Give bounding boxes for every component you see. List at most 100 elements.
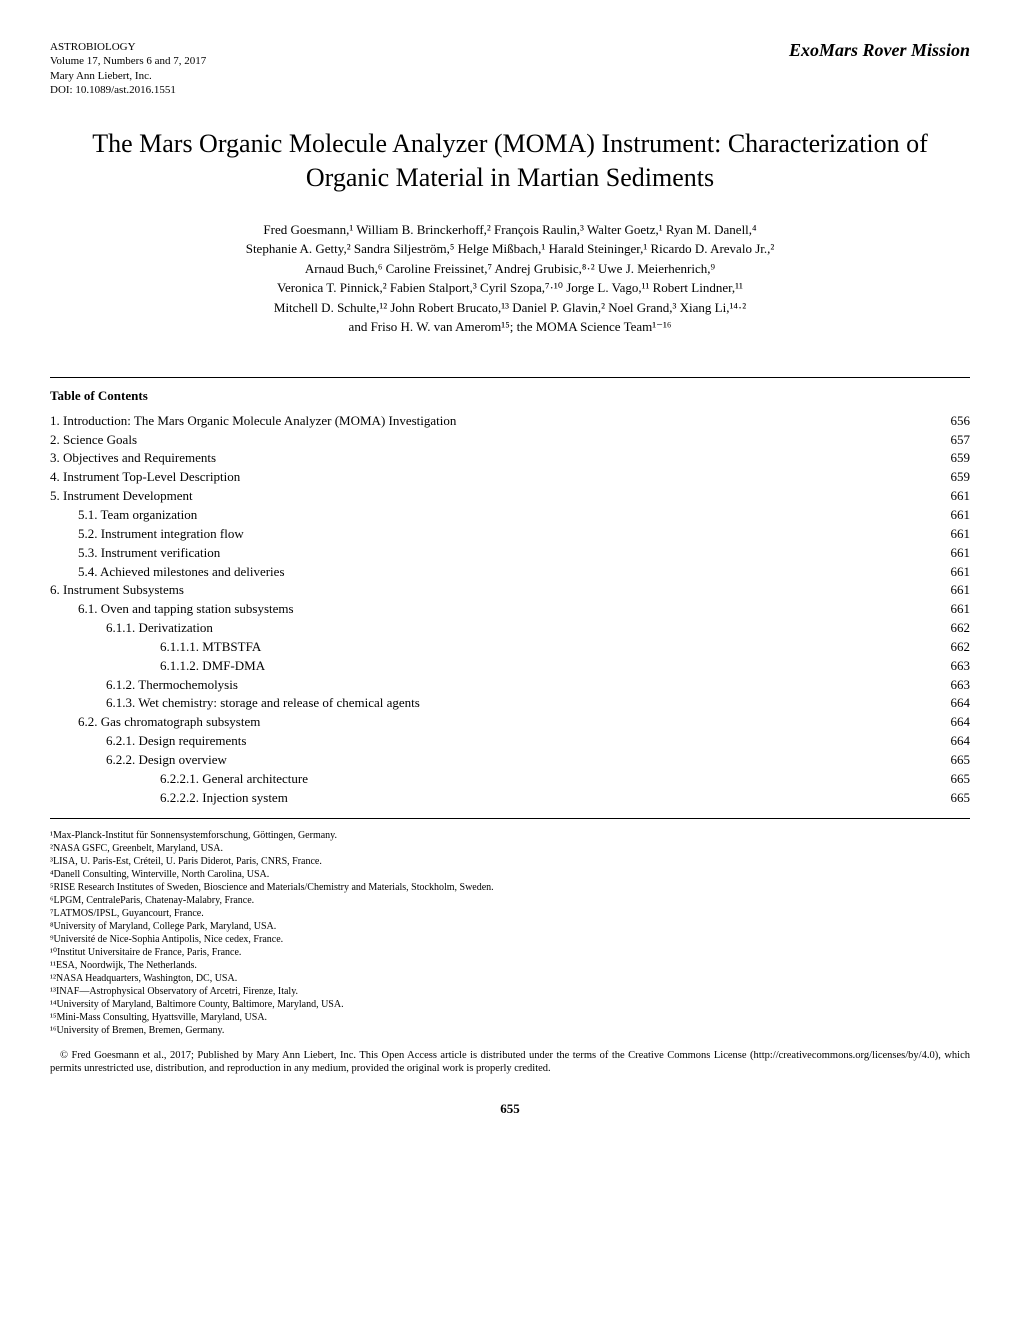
- toc-row: 5.3. Instrument verification661: [50, 544, 970, 563]
- toc-label: 4. Instrument Top-Level Description: [50, 468, 930, 487]
- toc-row: 5. Instrument Development661: [50, 487, 970, 506]
- toc-page: 664: [930, 732, 970, 751]
- authors-line: Veronica T. Pinnick,² Fabien Stalport,³ …: [50, 278, 970, 298]
- toc-row: 6.2. Gas chromatograph subsystem664: [50, 713, 970, 732]
- journal-name: ASTROBIOLOGY: [50, 40, 206, 54]
- toc-row: 3. Objectives and Requirements659: [50, 449, 970, 468]
- toc-row: 6.1.1.1. MTBSTFA662: [50, 638, 970, 657]
- toc-row: 6.1.3. Wet chemistry: storage and releas…: [50, 694, 970, 713]
- affiliation-line: ¹Max-Planck-Institut für Sonnensystemfor…: [50, 829, 970, 842]
- toc-label: 5. Instrument Development: [50, 487, 930, 506]
- toc-label: 3. Objectives and Requirements: [50, 449, 930, 468]
- toc-label: 5.3. Instrument verification: [50, 544, 930, 563]
- affiliation-line: ⁸University of Maryland, College Park, M…: [50, 920, 970, 933]
- toc-label: 6. Instrument Subsystems: [50, 581, 930, 600]
- toc-heading: Table of Contents: [50, 388, 970, 404]
- toc-row: 5.1. Team organization661: [50, 506, 970, 525]
- toc-label: 6.1.1. Derivatization: [50, 619, 930, 638]
- toc-page: 665: [930, 789, 970, 808]
- toc-row: 6.1.1. Derivatization662: [50, 619, 970, 638]
- toc-row: 5.4. Achieved milestones and deliveries6…: [50, 563, 970, 582]
- toc-row: 4. Instrument Top-Level Description659: [50, 468, 970, 487]
- affiliation-line: ⁶LPGM, CentraleParis, Chatenay-Malabry, …: [50, 894, 970, 907]
- toc-row: 6.1.2. Thermochemolysis663: [50, 676, 970, 695]
- affiliation-line: ²NASA GSFC, Greenbelt, Maryland, USA.: [50, 842, 970, 855]
- affiliations-block: ¹Max-Planck-Institut für Sonnensystemfor…: [50, 829, 970, 1037]
- affiliation-line: ¹¹ESA, Noordwijk, The Netherlands.: [50, 959, 970, 972]
- toc-row: 6.2.1. Design requirements664: [50, 732, 970, 751]
- toc-label: 6.2.1. Design requirements: [50, 732, 930, 751]
- divider: [50, 818, 970, 819]
- toc-page: 662: [930, 638, 970, 657]
- toc-label: 5.2. Instrument integration flow: [50, 525, 930, 544]
- toc-label: 1. Introduction: The Mars Organic Molecu…: [50, 412, 930, 431]
- toc-page: 661: [930, 506, 970, 525]
- affiliation-line: ⁹Université de Nice-Sophia Antipolis, Ni…: [50, 933, 970, 946]
- affiliation-line: ¹⁶University of Bremen, Bremen, Germany.: [50, 1024, 970, 1037]
- toc-page: 662: [930, 619, 970, 638]
- toc-label: 6.1.3. Wet chemistry: storage and releas…: [50, 694, 930, 713]
- toc-row: 6. Instrument Subsystems661: [50, 581, 970, 600]
- toc-row: 6.1.1.2. DMF-DMA663: [50, 657, 970, 676]
- affiliation-line: ⁴Danell Consulting, Winterville, North C…: [50, 868, 970, 881]
- affiliation-line: ¹⁴University of Maryland, Baltimore Coun…: [50, 998, 970, 1011]
- copyright-notice: © Fred Goesmann et al., 2017; Published …: [50, 1049, 970, 1076]
- toc-label: 5.1. Team organization: [50, 506, 930, 525]
- toc-page: 661: [930, 581, 970, 600]
- authors-line: Fred Goesmann,¹ William B. Brinckerhoff,…: [50, 220, 970, 240]
- toc-page: 663: [930, 676, 970, 695]
- affiliation-line: ¹²NASA Headquarters, Washington, DC, USA…: [50, 972, 970, 985]
- toc-page: 661: [930, 525, 970, 544]
- toc-page: 657: [930, 431, 970, 450]
- toc-page: 659: [930, 449, 970, 468]
- authors-line: Mitchell D. Schulte,¹² John Robert Bruca…: [50, 298, 970, 318]
- journal-doi: DOI: 10.1089/ast.2016.1551: [50, 83, 206, 97]
- affiliation-line: ¹³INAF—Astrophysical Observatory of Arce…: [50, 985, 970, 998]
- toc-row: 6.2.2. Design overview665: [50, 751, 970, 770]
- journal-info: ASTROBIOLOGY Volume 17, Numbers 6 and 7,…: [50, 40, 206, 97]
- toc-label: 6.2.2. Design overview: [50, 751, 930, 770]
- affiliation-line: ¹⁰Institut Universitaire de France, Pari…: [50, 946, 970, 959]
- toc-row: 2. Science Goals657: [50, 431, 970, 450]
- toc-page: 665: [930, 751, 970, 770]
- toc-label: 5.4. Achieved milestones and deliveries: [50, 563, 930, 582]
- toc-row: 5.2. Instrument integration flow661: [50, 525, 970, 544]
- toc-label: 6.1. Oven and tapping station subsystems: [50, 600, 930, 619]
- toc-page: 659: [930, 468, 970, 487]
- toc-page: 661: [930, 544, 970, 563]
- authors-block: Fred Goesmann,¹ William B. Brinckerhoff,…: [50, 220, 970, 337]
- journal-volume: Volume 17, Numbers 6 and 7, 2017: [50, 54, 206, 68]
- affiliation-line: ⁷LATMOS/IPSL, Guyancourt, France.: [50, 907, 970, 920]
- toc-row: 6.2.2.1. General architecture665: [50, 770, 970, 789]
- section-title: ExoMars Rover Mission: [789, 40, 970, 61]
- divider: [50, 377, 970, 378]
- table-of-contents: 1. Introduction: The Mars Organic Molecu…: [50, 412, 970, 808]
- toc-page: 665: [930, 770, 970, 789]
- authors-line: Stephanie A. Getty,² Sandra Siljeström,⁵…: [50, 239, 970, 259]
- header-row: ASTROBIOLOGY Volume 17, Numbers 6 and 7,…: [50, 40, 970, 97]
- toc-page: 656: [930, 412, 970, 431]
- toc-label: 6.2.2.2. Injection system: [50, 789, 930, 808]
- toc-page: 664: [930, 713, 970, 732]
- toc-page: 661: [930, 563, 970, 582]
- affiliation-line: ¹⁵Mini-Mass Consulting, Hyattsville, Mar…: [50, 1011, 970, 1024]
- toc-page: 663: [930, 657, 970, 676]
- page-number: 655: [50, 1101, 970, 1117]
- toc-page: 661: [930, 600, 970, 619]
- toc-label: 6.2. Gas chromatograph subsystem: [50, 713, 930, 732]
- journal-publisher: Mary Ann Liebert, Inc.: [50, 69, 206, 83]
- toc-label: 6.1.1.2. DMF-DMA: [50, 657, 930, 676]
- toc-label: 6.2.2.1. General architecture: [50, 770, 930, 789]
- article-title: The Mars Organic Molecule Analyzer (MOMA…: [50, 127, 970, 195]
- toc-label: 6.1.1.1. MTBSTFA: [50, 638, 930, 657]
- toc-row: 6.2.2.2. Injection system665: [50, 789, 970, 808]
- toc-page: 661: [930, 487, 970, 506]
- authors-line: and Friso H. W. van Amerom¹⁵; the MOMA S…: [50, 317, 970, 337]
- affiliation-line: ⁵RISE Research Institutes of Sweden, Bio…: [50, 881, 970, 894]
- toc-page: 664: [930, 694, 970, 713]
- toc-row: 1. Introduction: The Mars Organic Molecu…: [50, 412, 970, 431]
- authors-line: Arnaud Buch,⁶ Caroline Freissinet,⁷ Andr…: [50, 259, 970, 279]
- toc-label: 6.1.2. Thermochemolysis: [50, 676, 930, 695]
- toc-label: 2. Science Goals: [50, 431, 930, 450]
- affiliation-line: ³LISA, U. Paris-Est, Créteil, U. Paris D…: [50, 855, 970, 868]
